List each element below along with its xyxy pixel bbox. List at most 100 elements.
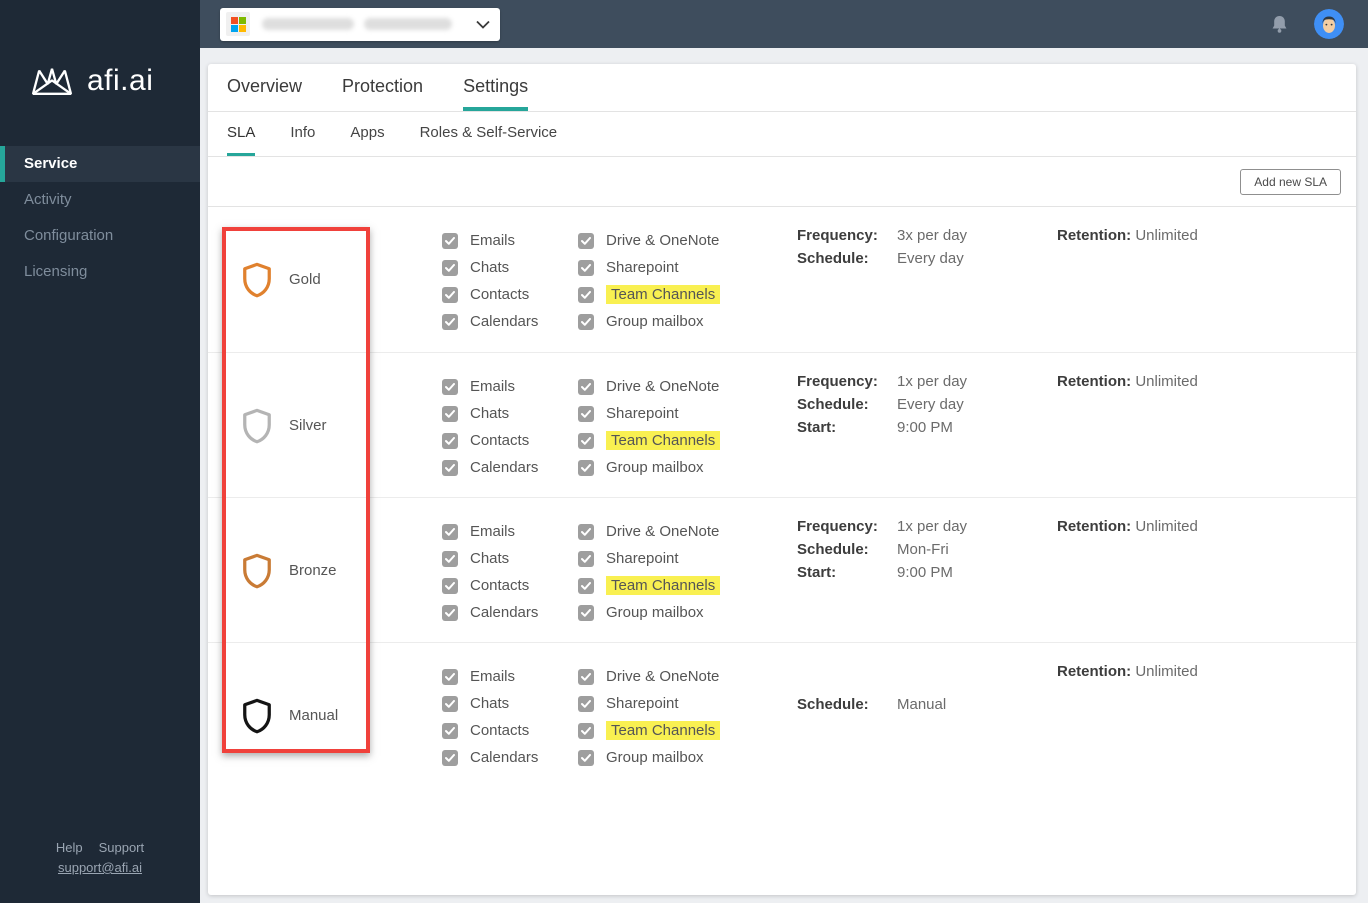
sidebar-item-configuration[interactable]: Configuration (24, 227, 114, 244)
service-checkbox[interactable] (442, 695, 458, 712)
tab-overview[interactable]: Overview (227, 76, 303, 96)
workspace-selector[interactable] (220, 7, 500, 41)
service-label: Chats (470, 695, 510, 712)
service-item-calendars: Calendars (442, 454, 578, 481)
sidebar-item-service[interactable]: Service (0, 146, 200, 182)
user-avatar[interactable] (1314, 9, 1344, 39)
retention-label: Retention: (1057, 663, 1132, 680)
service-checkbox[interactable] (578, 604, 594, 621)
settings-subtabs: SLA Info Apps Roles & Self-Service (208, 112, 1356, 157)
retention-label: Retention: (1057, 227, 1132, 244)
service-label: Drive & OneNote (606, 668, 720, 685)
service-checkbox[interactable] (578, 378, 594, 395)
add-new-sla-button[interactable]: Add new SLA (1240, 168, 1341, 195)
service-checkbox[interactable] (578, 749, 594, 766)
service-checkbox[interactable] (578, 432, 594, 449)
service-checkbox[interactable] (442, 604, 458, 621)
support-link[interactable]: Support (98, 840, 145, 855)
service-item-chats: Chats (442, 690, 578, 717)
schedule-line-schedule: Schedule: Every day (797, 396, 1057, 419)
service-column: Emails Chats Contacts Calendars (442, 227, 578, 352)
tier-label: Manual (289, 707, 339, 724)
service-label: Calendars (470, 313, 539, 330)
sidebar-item-licensing[interactable]: Licensing (24, 263, 88, 280)
tier-shield-icon (242, 553, 272, 589)
service-checkbox[interactable] (442, 405, 458, 422)
main-content: Overview Protection Settings SLA Info Apps Ro… (200, 48, 1368, 903)
chevron-down-icon (476, 20, 490, 29)
service-item-group-mailbox: Group mailbox (578, 308, 788, 335)
tier-shield-icon (242, 698, 272, 734)
brand-logo[interactable]: afi.ai (0, 0, 200, 98)
service-checkbox[interactable] (578, 259, 594, 276)
brand-name: afi.ai (87, 64, 154, 97)
service-checkbox[interactable] (578, 668, 594, 685)
schedule-value: Every day (897, 250, 964, 267)
subtab-info[interactable]: Info (290, 124, 316, 141)
service-label: Group mailbox (606, 459, 704, 476)
service-checkbox[interactable] (578, 577, 594, 594)
service-checkbox[interactable] (578, 459, 594, 476)
sla-table: Gold Emails Chats Contacts Calendars Drive & … (208, 207, 1356, 787)
tab-settings[interactable]: Settings (463, 64, 529, 111)
retention-value: Unlimited (1131, 373, 1198, 390)
service-item-sharepoint: Sharepoint (578, 545, 788, 572)
service-checkbox[interactable] (578, 523, 594, 540)
schedule-value: 9:00 PM (897, 564, 953, 581)
retention-cell: Retention: Unlimited (1057, 227, 1198, 352)
service-label: Chats (470, 405, 510, 422)
service-checkbox[interactable] (442, 668, 458, 685)
service-checkbox[interactable] (442, 313, 458, 330)
service-item-contacts: Contacts (442, 717, 578, 744)
schedule-value: Every day (897, 396, 964, 413)
service-checkbox[interactable] (442, 432, 458, 449)
service-item-emails: Emails (442, 227, 578, 254)
service-checkbox[interactable] (578, 286, 594, 303)
settings-card: Overview Protection Settings SLA Info Apps Ro… (208, 64, 1356, 895)
sla-row-bronze: Bronze Emails Chats Contacts Calendars Drive … (208, 497, 1356, 642)
service-checkbox[interactable] (442, 378, 458, 395)
subtab-roles-self-service[interactable]: Roles & Self-Service (419, 124, 558, 141)
support-email-link[interactable]: support@afi.ai (57, 860, 143, 875)
schedule-line-schedule: Schedule: Mon-Fri (797, 541, 1057, 564)
sidebar-footer: Help Support support@afi.ai (0, 840, 200, 875)
notification-bell-icon[interactable] (1271, 15, 1288, 34)
service-item-group-mailbox: Group mailbox (578, 454, 788, 481)
service-item-sharepoint: Sharepoint (578, 400, 788, 427)
service-checkbox[interactable] (442, 577, 458, 594)
service-checkbox[interactable] (578, 232, 594, 249)
service-checkbox[interactable] (442, 722, 458, 739)
service-checkbox[interactable] (442, 232, 458, 249)
service-checkbox[interactable] (442, 749, 458, 766)
tier-label: Gold (289, 271, 321, 288)
service-checkbox[interactable] (578, 405, 594, 422)
service-label: Sharepoint (606, 405, 679, 422)
service-item-drive-onenote: Drive & OneNote (578, 663, 788, 690)
tab-protection[interactable]: Protection (342, 76, 424, 96)
retention-cell: Retention: Unlimited (1057, 373, 1198, 497)
service-checkbox[interactable] (578, 550, 594, 567)
service-checkbox[interactable] (442, 459, 458, 476)
service-column: Drive & OneNote Sharepoint Team Channels Gr… (578, 518, 788, 642)
service-checkbox[interactable] (578, 695, 594, 712)
service-checkbox[interactable] (578, 313, 594, 330)
subtab-apps[interactable]: Apps (350, 124, 385, 141)
help-link[interactable]: Help (55, 840, 83, 855)
service-label: Team Channels (606, 285, 721, 304)
sla-row-silver: Silver Emails Chats Contacts Calendars Drive … (208, 352, 1356, 497)
service-label: Chats (470, 259, 510, 276)
service-checkbox[interactable] (578, 722, 594, 739)
service-checkbox[interactable] (442, 286, 458, 303)
service-label: Calendars (470, 749, 539, 766)
service-checkbox[interactable] (442, 259, 458, 276)
service-checkbox[interactable] (442, 523, 458, 540)
service-label: Chats (470, 550, 510, 567)
redacted-tenant-domain (364, 18, 452, 30)
sidebar-item-activity[interactable]: Activity (24, 191, 72, 208)
service-item-emails: Emails (442, 663, 578, 690)
subtab-sla[interactable]: SLA (227, 112, 256, 156)
service-checkbox[interactable] (442, 550, 458, 567)
main-tabs: Overview Protection Settings (208, 64, 1356, 112)
redacted-tenant-name (262, 18, 354, 30)
service-label: Drive & OneNote (606, 523, 720, 540)
